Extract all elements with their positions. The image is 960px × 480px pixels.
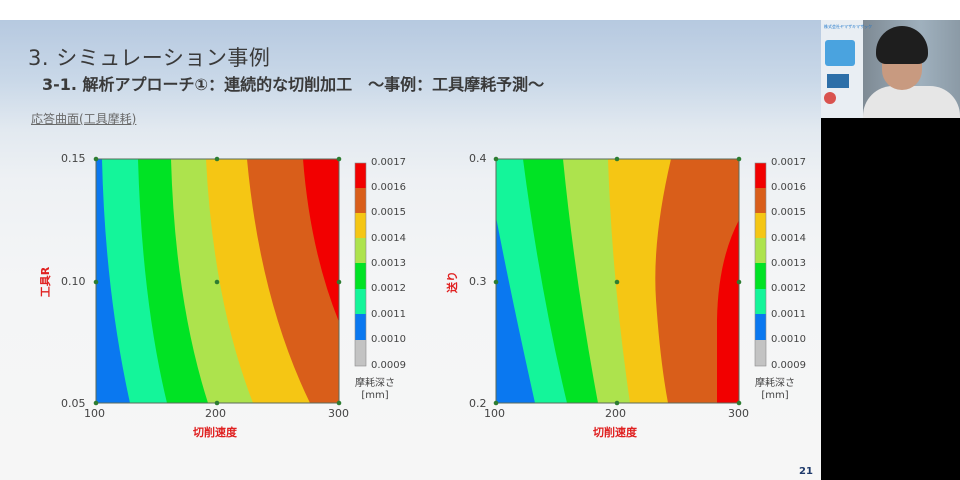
y-tick-0.2: 0.2 xyxy=(469,397,487,410)
colorbar-tick: 0.0010 xyxy=(371,334,406,345)
x-tick-200: 200 xyxy=(205,407,226,420)
colorbar-title-line2: [mm] xyxy=(761,390,789,401)
company-logo: 株式会社ヤマザキマザック xyxy=(824,24,872,29)
colorbar-tick: 0.0017 xyxy=(771,157,806,168)
x-axis-label: 切削速度 xyxy=(193,426,237,439)
colorbar-title-line2: [mm] xyxy=(361,390,389,401)
x-tick-300: 300 xyxy=(728,407,749,420)
x-tick-100: 100 xyxy=(484,407,505,420)
slide-title: 3. シミュレーション事例 xyxy=(28,46,271,70)
colorbar-1 xyxy=(354,162,367,367)
design-points xyxy=(93,156,342,406)
y-tick-0.3: 0.3 xyxy=(469,275,487,288)
colorbar-tick: 0.0012 xyxy=(371,283,406,294)
section-label: 応答曲面(工具摩耗) xyxy=(31,112,137,126)
contour-chart-tool-radius: 0.15 0.10 0.05 100 200 300 切削速度 工具R 0.00… xyxy=(0,0,420,480)
colorbar-tick: 0.0013 xyxy=(371,258,406,269)
contour-plot-2 xyxy=(493,156,767,406)
presenter-poster: 株式会社ヤマザキマザック xyxy=(821,20,872,118)
y-tick-0.15: 0.15 xyxy=(61,152,86,165)
colorbar-tick: 0.0014 xyxy=(771,233,806,244)
top-bar xyxy=(0,0,960,20)
colorbar-tick: 0.0009 xyxy=(771,360,806,371)
colorbar-title: 摩耗深さ [mm] xyxy=(355,378,395,402)
colorbar-tick: 0.0017 xyxy=(371,157,406,168)
presenter-video[interactable]: 株式会社ヤマザキマザック xyxy=(821,20,960,118)
presenter-shirt xyxy=(863,86,960,118)
y-tick-0.10: 0.10 xyxy=(61,275,86,288)
y-tick-0.4: 0.4 xyxy=(469,152,487,165)
machine-image xyxy=(825,40,855,66)
presenter-hair xyxy=(876,26,928,64)
colorbar-2 xyxy=(754,162,767,367)
colorbar-tick: 0.0013 xyxy=(771,258,806,269)
colorbar-tick: 0.0010 xyxy=(771,334,806,345)
x-tick-100: 100 xyxy=(84,407,105,420)
colorbar-tick: 0.0011 xyxy=(771,309,806,320)
colorbar-tick: 0.0012 xyxy=(771,283,806,294)
colorbar-tick: 0.0015 xyxy=(771,207,806,218)
y-tick-0.05: 0.05 xyxy=(61,397,86,410)
colorbar-tick: 0.0015 xyxy=(371,207,406,218)
x-tick-300: 300 xyxy=(328,407,349,420)
colorbar-tick: 0.0009 xyxy=(371,360,406,371)
x-tick-200: 200 xyxy=(605,407,626,420)
colorbar-tick: 0.0014 xyxy=(371,233,406,244)
page-number: 21 xyxy=(799,466,813,477)
machine-image xyxy=(827,74,849,88)
slide-subtitle: 3-1. 解析アプローチ①：連続的な切削加工 ～事例：工具摩耗予測～ xyxy=(42,75,545,94)
colorbar-tick: 0.0016 xyxy=(771,182,806,193)
contour-chart-feed: 0.4 0.3 0.2 100 200 300 切削速度 送り 0.0017 0… xyxy=(446,152,806,439)
contour-plot-1 xyxy=(93,156,367,406)
colorbar-tick: 0.0011 xyxy=(371,309,406,320)
colorbar-title-line1: 摩耗深さ xyxy=(355,378,395,389)
design-points xyxy=(493,156,742,406)
x-axis-label: 切削速度 xyxy=(593,426,637,439)
colorbar-tick: 0.0016 xyxy=(371,182,406,193)
machine-image xyxy=(824,92,836,104)
colorbar-title-line1: 摩耗深さ xyxy=(755,378,795,389)
colorbar-title: 摩耗深さ [mm] xyxy=(755,378,795,402)
y-axis-label: 送り xyxy=(446,271,459,293)
